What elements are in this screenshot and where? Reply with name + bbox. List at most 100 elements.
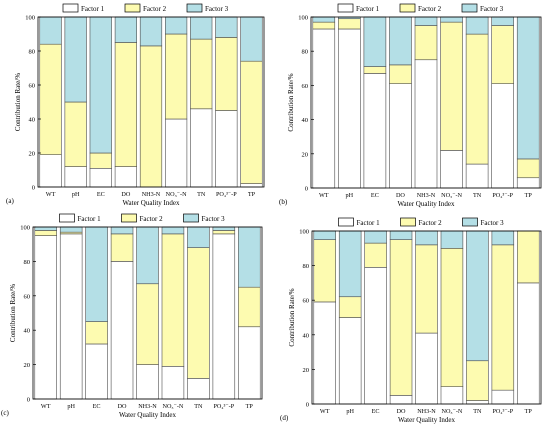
bar-3-4-factor-3 [110, 226, 134, 235]
bar-4-5-factor-3 [415, 230, 438, 246]
x-tick-label: PO₄³⁻-P [216, 191, 237, 198]
bar-4-8-factor-2 [491, 244, 515, 391]
legend-label-factor-1: Factor 1 [81, 5, 105, 13]
bar-2-6-factor-3 [440, 16, 463, 23]
bar-2-4-factor-2 [389, 64, 412, 84]
x-tick-label: PO₄³⁻-P [213, 403, 234, 410]
bar-3-3-factor-1 [85, 343, 108, 400]
x-tick-label: NO₃⁻-N [166, 191, 187, 198]
x-tick-label: TP [248, 191, 256, 198]
bar-2-7-factor-3 [465, 16, 489, 35]
chart-panel-3: 0 20 40 60 80 100 WT pH EC DO NH3-N NO₃⁻-N TN PO₄³⁻-P… [1, 213, 263, 419]
bar-2-8-factor-1 [491, 83, 514, 189]
x-tick-label: TN [473, 408, 482, 415]
bar-2-3-factor-3 [363, 16, 387, 67]
bar-4-3-factor-2 [364, 242, 387, 268]
legend-label-factor-2: Factor 2 [418, 5, 442, 13]
y-tick-label: 100 [299, 229, 309, 236]
bar-2-1-factor-1 [312, 28, 336, 189]
x-tick-label: NO₃⁻-N [441, 192, 462, 199]
y-axis-title: Contribution Rate/% [287, 73, 295, 131]
x-tick-label: WT [41, 403, 51, 410]
y-tick-label: 80 [24, 259, 31, 266]
legend-label-factor-3: Factor 3 [202, 215, 226, 223]
bar-4-6-factor-3 [440, 230, 464, 249]
bar-3-8-factor-2 [212, 230, 236, 235]
bar-2-3-factor-1 [363, 73, 387, 189]
legend-label-factor-3: Factor 3 [205, 5, 229, 13]
legend-swatch-factor-2 [121, 213, 137, 223]
x-tick-label: pH [346, 408, 354, 415]
bar-1-3-factor-2 [89, 152, 112, 169]
y-tick-label: 0 [32, 185, 35, 192]
legend-swatch-factor-3 [186, 3, 203, 13]
plot-frame [311, 230, 542, 405]
bar-4-8-factor-1 [491, 389, 515, 405]
x-tick-label: pH [67, 403, 75, 410]
legend-label-factor-1: Factor 1 [356, 5, 380, 13]
bar-1-1-factor-1 [39, 154, 62, 188]
bar-2-4-factor-1 [389, 83, 412, 189]
bar-3-8-factor-1 [212, 233, 236, 400]
x-tick-label: TP [525, 408, 533, 415]
bar-2-1-factor-2 [312, 21, 336, 30]
x-tick-label: WT [319, 192, 329, 199]
bar-4-3-factor-1 [364, 267, 387, 405]
bar-1-8-factor-2 [215, 37, 238, 111]
bar-2-9-factor-2 [516, 158, 540, 179]
bar-3-3-factor-3 [85, 226, 108, 322]
x-tick-label: TN [194, 403, 203, 410]
bar-2-7-factor-2 [465, 33, 489, 165]
bar-1-1-factor-3 [39, 16, 62, 45]
bar-3-4-factor-2 [110, 233, 134, 262]
chart-panel-1: 0 20 40 60 80 100 WT pH EC DO NH3-N NO₃⁻-N TN PO₄³⁻-P… [6, 3, 265, 207]
x-tick-label: NH3-N [417, 192, 436, 199]
bar-4-7-factor-3 [466, 230, 489, 362]
legend-swatch-factor-2 [400, 217, 416, 227]
bar-3-5-factor-2 [136, 283, 159, 365]
legend-swatch-factor-3 [183, 213, 199, 223]
x-tick-label: NO₃⁻-N [441, 408, 462, 415]
bar-1-5-factor-3 [139, 16, 163, 47]
bar-4-7-factor-1 [466, 400, 489, 405]
bar-1-4-factor-3 [114, 16, 137, 43]
y-tick-label: 40 [24, 328, 31, 335]
legend-swatch-factor-1 [62, 3, 79, 13]
x-tick-label: NH3-N [138, 403, 157, 410]
bar-1-3-factor-1 [89, 168, 112, 188]
panel-label: (b) [279, 198, 288, 206]
legend: Factor 1 Factor 2 Factor 3 [62, 3, 229, 13]
legend-swatch-factor-2 [124, 3, 141, 13]
legend-swatch-factor-2 [399, 3, 416, 13]
bar-2-8-factor-2 [491, 25, 514, 84]
bar-2-7-factor-1 [465, 163, 489, 189]
bar-2-6-factor-1 [440, 150, 463, 189]
y-tick-label: 80 [303, 263, 310, 270]
bar-4-4-factor-1 [389, 395, 413, 405]
bar-3-9-factor-1 [238, 326, 261, 400]
bar-1-3-factor-3 [89, 16, 112, 154]
bar-3-5-factor-3 [136, 226, 159, 285]
x-tick-label: EC [93, 403, 101, 410]
bar-4-2-factor-2 [338, 296, 362, 318]
y-tick-label: 60 [302, 83, 309, 90]
y-tick-label: 60 [303, 298, 310, 305]
bar-4-1-factor-3 [313, 230, 336, 240]
bar-3-7-factor-2 [187, 247, 210, 379]
bar-1-2-factor-1 [64, 166, 87, 188]
bar-1-4-factor-2 [114, 42, 137, 167]
plot-frame [310, 16, 542, 189]
bar-1-4-factor-1 [114, 166, 137, 188]
bar-1-8-factor-1 [215, 110, 238, 188]
bar-4-9-factor-1 [517, 282, 540, 405]
bar-3-9-factor-2 [238, 286, 261, 328]
y-axis-title: Contribution Rate/% [288, 288, 296, 346]
bar-2-9-factor-1 [516, 177, 540, 189]
bar-1-7-factor-3 [190, 16, 213, 40]
x-tick-label: DO [118, 403, 127, 410]
bar-4-1-factor-1 [313, 301, 336, 405]
y-tick-label: 0 [305, 186, 308, 193]
y-tick-label: 100 [298, 15, 308, 22]
bar-3-8-factor-3 [212, 226, 236, 231]
